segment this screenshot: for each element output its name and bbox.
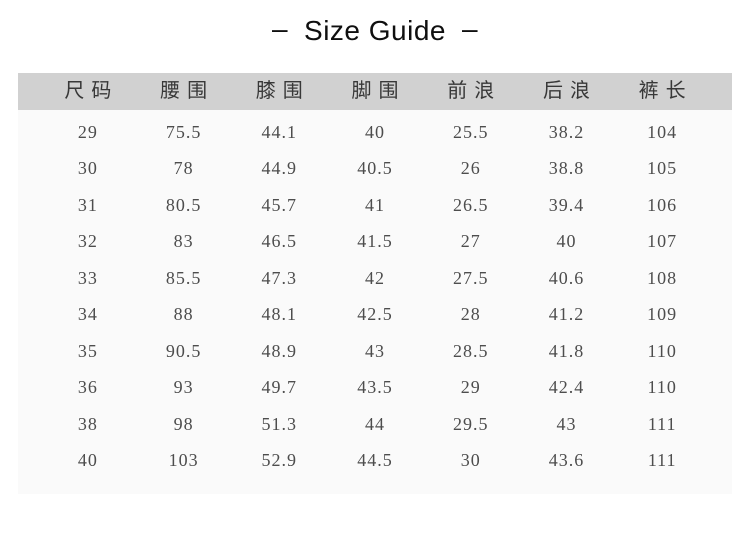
table-cell: 45.7 xyxy=(261,194,298,215)
table-cell: 88 xyxy=(173,304,194,325)
table-cell: 33 xyxy=(77,267,98,288)
table-row: 32 83 46.5 41.5 27 40 107 xyxy=(40,224,710,261)
table-cell: 110 xyxy=(647,340,677,361)
title-right-dash: – xyxy=(461,13,479,44)
table-cell: 48.1 xyxy=(261,304,298,325)
table-cell: 30 xyxy=(460,450,481,471)
table-cell: 40 xyxy=(77,450,98,471)
page-title: – Size Guide – xyxy=(0,13,750,48)
table-cell: 107 xyxy=(647,231,678,252)
header-cell-size: 尺码 xyxy=(64,80,119,102)
table-cell: 40 xyxy=(556,231,577,252)
table-cell: 83 xyxy=(173,231,194,252)
table-cell: 106 xyxy=(647,194,678,215)
table-cell: 40 xyxy=(365,121,386,142)
page-title-text: Size Guide xyxy=(304,15,446,46)
table-cell: 29 xyxy=(460,377,481,398)
table-cell: 29 xyxy=(77,121,98,142)
table-cell: 51.3 xyxy=(261,413,298,434)
table-cell: 40.6 xyxy=(548,267,585,288)
table-cell: 41.8 xyxy=(548,340,585,361)
table-cell: 103 xyxy=(168,450,199,471)
table-row: 33 85.5 47.3 42 27.5 40.6 108 xyxy=(40,260,710,297)
table-cell: 85.5 xyxy=(165,267,202,288)
table-cell: 44.9 xyxy=(261,158,298,179)
size-guide-table: 尺码 腰围 膝围 脚围 前浪 后浪 裤长 29 75.5 44.1 40 25.… xyxy=(18,73,732,494)
title-left-dash: – xyxy=(271,13,289,44)
table-row: 30 78 44.9 40.5 26 38.8 105 xyxy=(40,151,710,188)
table-cell: 42.4 xyxy=(548,377,585,398)
table-cell: 44.1 xyxy=(261,121,298,142)
table-cell: 30 xyxy=(77,158,98,179)
table-cell: 27 xyxy=(460,231,481,252)
table-cell: 78 xyxy=(173,158,194,179)
table-cell: 43.5 xyxy=(357,377,393,398)
table-header-row: 尺码 腰围 膝围 脚围 前浪 后浪 裤长 xyxy=(18,73,732,110)
table-cell: 111 xyxy=(647,413,677,434)
table-row: 29 75.5 44.1 40 25.5 38.2 104 xyxy=(40,114,710,151)
table-cell: 49.7 xyxy=(261,377,298,398)
table-cell: 98 xyxy=(173,413,194,434)
table-cell: 34 xyxy=(77,304,98,325)
table-cell: 104 xyxy=(647,121,678,142)
table-cell: 93 xyxy=(173,377,194,398)
table-row: 38 98 51.3 44 29.5 43 111 xyxy=(40,406,710,443)
table-cell: 108 xyxy=(647,267,678,288)
table-cell: 35 xyxy=(77,340,98,361)
table-cell: 105 xyxy=(647,158,678,179)
table-cell: 90.5 xyxy=(165,340,202,361)
table-cell: 29.5 xyxy=(452,413,489,434)
table-cell: 80.5 xyxy=(165,194,202,215)
table-row: 35 90.5 48.9 43 28.5 41.8 110 xyxy=(40,333,710,370)
table-cell: 26 xyxy=(460,158,481,179)
table-row: 40 103 52.9 44.5 30 43.6 111 xyxy=(40,443,710,480)
table-cell: 38.2 xyxy=(548,121,585,142)
table-cell: 46.5 xyxy=(261,231,298,252)
table-cell: 110 xyxy=(647,377,677,398)
header-cell-waist: 腰围 xyxy=(160,80,215,102)
table-cell: 111 xyxy=(647,450,677,471)
table-cell: 28.5 xyxy=(452,340,489,361)
table-cell: 109 xyxy=(647,304,678,325)
header-cell-pant-length: 裤长 xyxy=(638,80,693,102)
table-cell: 39.4 xyxy=(548,194,585,215)
header-cell-leg-opening: 脚围 xyxy=(351,80,406,102)
table-cell: 28 xyxy=(460,304,481,325)
table-cell: 27.5 xyxy=(452,267,489,288)
table-cell: 38 xyxy=(77,413,98,434)
table-cell: 42 xyxy=(365,267,386,288)
table-row: 34 88 48.1 42.5 28 41.2 109 xyxy=(40,297,710,334)
table-body: 29 75.5 44.1 40 25.5 38.2 104 30 78 44.9… xyxy=(18,110,732,494)
table-cell: 52.9 xyxy=(261,450,298,471)
header-cell-back-rise: 后浪 xyxy=(542,80,597,102)
table-cell: 44 xyxy=(365,413,386,434)
table-cell: 32 xyxy=(77,231,98,252)
header-cell-knee: 膝围 xyxy=(255,80,310,102)
table-cell: 42.5 xyxy=(357,304,393,325)
table-cell: 41.2 xyxy=(548,304,585,325)
table-cell: 25.5 xyxy=(452,121,489,142)
table-cell: 48.9 xyxy=(261,340,298,361)
table-cell: 41.5 xyxy=(357,231,393,252)
table-row: 31 80.5 45.7 41 26.5 39.4 106 xyxy=(40,187,710,224)
table-cell: 31 xyxy=(77,194,98,215)
table-row: 36 93 49.7 43.5 29 42.4 110 xyxy=(40,370,710,407)
table-cell: 43.6 xyxy=(548,450,585,471)
table-cell: 36 xyxy=(77,377,98,398)
table-cell: 43 xyxy=(556,413,577,434)
table-cell: 41 xyxy=(365,194,386,215)
header-cell-front-rise: 前浪 xyxy=(447,80,502,102)
table-cell: 40.5 xyxy=(357,158,393,179)
table-cell: 26.5 xyxy=(452,194,489,215)
table-cell: 75.5 xyxy=(165,121,202,142)
table-cell: 44.5 xyxy=(357,450,393,471)
table-cell: 47.3 xyxy=(261,267,298,288)
table-cell: 38.8 xyxy=(548,158,585,179)
table-cell: 43 xyxy=(365,340,386,361)
